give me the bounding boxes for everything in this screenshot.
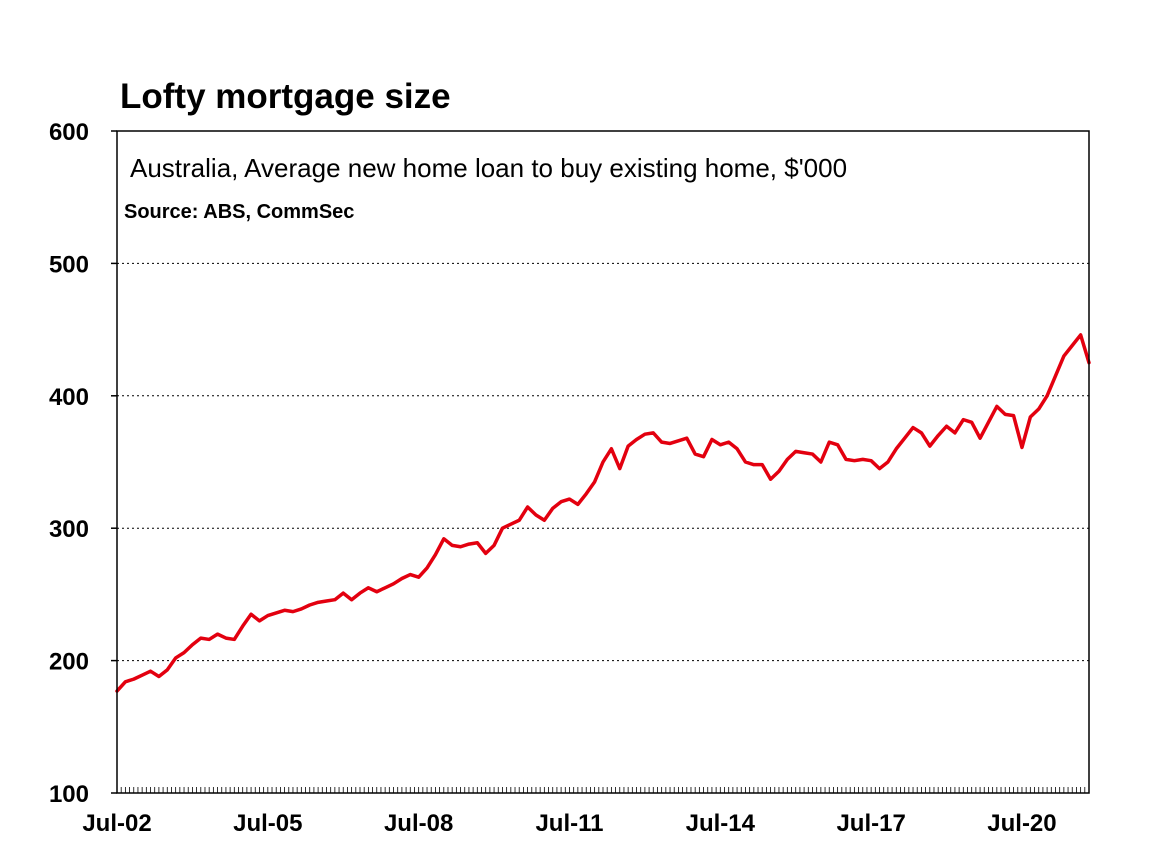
y-tick-label: 100 <box>49 781 89 808</box>
chart-subtitle: Australia, Average new home loan to buy … <box>130 153 847 183</box>
chart-source: Source: ABS, CommSec <box>124 201 354 223</box>
series-layer <box>115 333 1091 693</box>
series-line <box>115 333 1091 693</box>
y-axis: 100 200 300 400 500 600 <box>49 119 117 808</box>
x-tick-label: Jul-02 <box>82 810 151 837</box>
x-tick-label: Jul-11 <box>535 810 603 837</box>
x-tick-label: Jul-05 <box>233 810 302 837</box>
y-tick-label: 500 <box>49 251 89 278</box>
x-tick-label: Jul-20 <box>987 810 1056 837</box>
y-tick-label: 200 <box>49 649 89 676</box>
y-tick-label: 400 <box>49 384 89 411</box>
grid-lines <box>117 262 1089 662</box>
x-tick-label: Jul-14 <box>686 810 756 837</box>
y-tick-label: 600 <box>49 119 89 146</box>
x-tick-label: Jul-08 <box>384 810 453 837</box>
y-tick-label: 300 <box>49 516 89 543</box>
x-tick-label: Jul-17 <box>836 810 905 837</box>
x-axis: Jul-02 Jul-05 Jul-08 Jul-11 Jul-14 Jul-17 Jul-… <box>82 787 1090 837</box>
plot-frame <box>116 130 1090 794</box>
chart-title: Lofty mortgage size <box>120 77 451 116</box>
